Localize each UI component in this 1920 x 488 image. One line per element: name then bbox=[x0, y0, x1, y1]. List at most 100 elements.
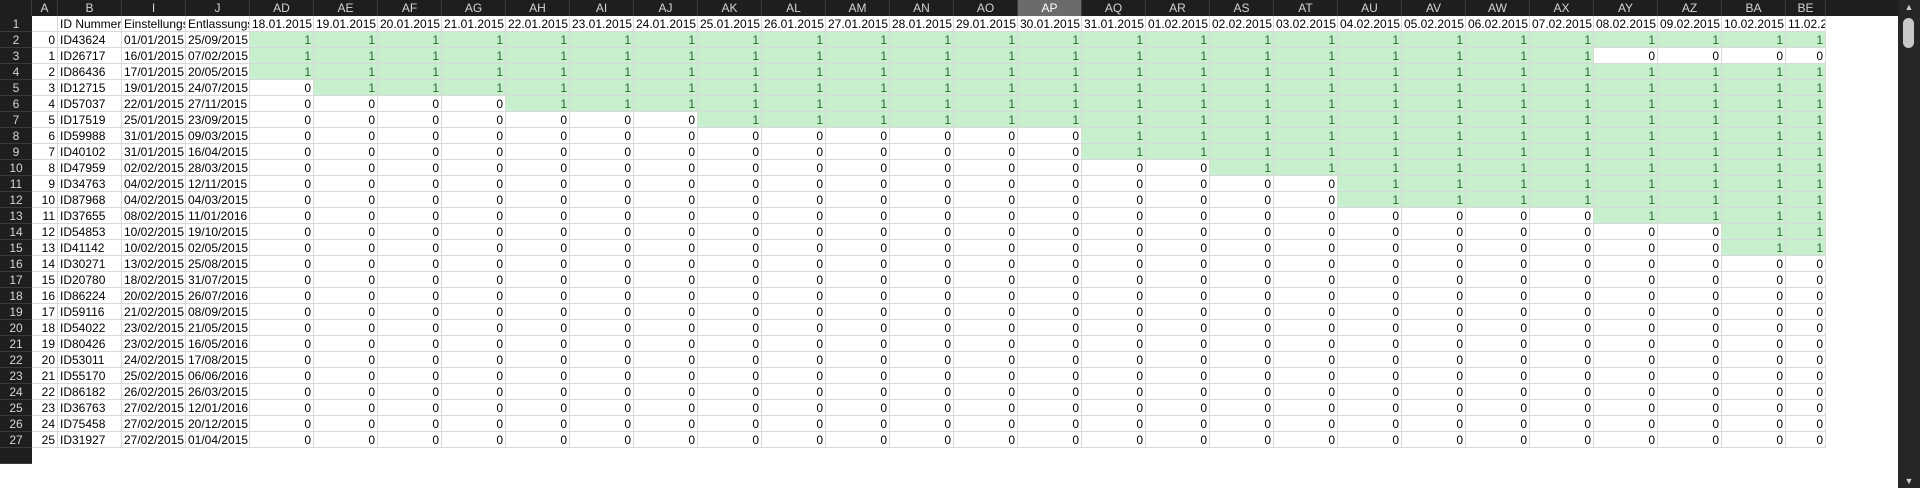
value-cell[interactable]: 1 bbox=[1530, 176, 1594, 192]
value-cell[interactable]: 0 bbox=[1786, 256, 1826, 272]
value-cell[interactable]: 1 bbox=[1594, 64, 1658, 80]
value-cell[interactable]: 0 bbox=[698, 144, 762, 160]
header-cell-date[interactable]: 18.01.2015 bbox=[250, 16, 314, 32]
value-cell[interactable]: 0 bbox=[1274, 384, 1338, 400]
value-cell[interactable]: 0 bbox=[250, 320, 314, 336]
index-cell[interactable]: 2 bbox=[32, 64, 58, 80]
value-cell[interactable]: 0 bbox=[634, 176, 698, 192]
value-cell[interactable]: 0 bbox=[1082, 368, 1146, 384]
value-cell[interactable]: 1 bbox=[1402, 32, 1466, 48]
value-cell[interactable]: 0 bbox=[1402, 224, 1466, 240]
value-cell[interactable]: 0 bbox=[1210, 320, 1274, 336]
value-cell[interactable]: 0 bbox=[442, 400, 506, 416]
value-cell[interactable]: 0 bbox=[1338, 336, 1402, 352]
end-date-cell[interactable]: 24/07/2015 bbox=[186, 80, 250, 96]
value-cell[interactable]: 0 bbox=[378, 320, 442, 336]
row-header[interactable]: 7 bbox=[0, 112, 32, 128]
value-cell[interactable]: 0 bbox=[314, 288, 378, 304]
value-cell[interactable]: 0 bbox=[250, 160, 314, 176]
column-header-ao[interactable]: AO bbox=[954, 0, 1018, 16]
value-cell[interactable]: 0 bbox=[826, 192, 890, 208]
value-cell[interactable]: 0 bbox=[1466, 208, 1530, 224]
value-cell[interactable]: 0 bbox=[1146, 416, 1210, 432]
value-cell[interactable]: 0 bbox=[1274, 336, 1338, 352]
value-cell[interactable]: 0 bbox=[634, 432, 698, 448]
id-cell[interactable]: ID54022 bbox=[58, 320, 122, 336]
value-cell[interactable]: 1 bbox=[1658, 144, 1722, 160]
value-cell[interactable]: 0 bbox=[378, 128, 442, 144]
row-header[interactable]: 14 bbox=[0, 224, 32, 240]
value-cell[interactable]: 0 bbox=[378, 368, 442, 384]
value-cell[interactable]: 0 bbox=[314, 416, 378, 432]
value-cell[interactable]: 0 bbox=[442, 96, 506, 112]
start-date-cell[interactable]: 13/02/2015 bbox=[122, 256, 186, 272]
value-cell[interactable]: 0 bbox=[762, 224, 826, 240]
value-cell[interactable]: 0 bbox=[698, 432, 762, 448]
row-header[interactable]: 17 bbox=[0, 272, 32, 288]
value-cell[interactable]: 0 bbox=[1082, 336, 1146, 352]
index-cell[interactable]: 1 bbox=[32, 48, 58, 64]
header-cell-date[interactable]: 01.02.2015 bbox=[1146, 16, 1210, 32]
value-cell[interactable]: 0 bbox=[506, 400, 570, 416]
value-cell[interactable]: 0 bbox=[250, 432, 314, 448]
value-cell[interactable]: 1 bbox=[1338, 48, 1402, 64]
header-cell-date[interactable]: 22.01.2015 bbox=[506, 16, 570, 32]
value-cell[interactable]: 0 bbox=[762, 368, 826, 384]
value-cell[interactable]: 1 bbox=[1338, 144, 1402, 160]
value-cell[interactable]: 0 bbox=[698, 128, 762, 144]
value-cell[interactable]: 0 bbox=[1722, 336, 1786, 352]
value-cell[interactable]: 0 bbox=[1786, 400, 1826, 416]
value-cell[interactable]: 1 bbox=[954, 64, 1018, 80]
value-cell[interactable]: 1 bbox=[1594, 176, 1658, 192]
value-cell[interactable]: 0 bbox=[890, 144, 954, 160]
value-cell[interactable]: 0 bbox=[1018, 240, 1082, 256]
value-cell[interactable]: 1 bbox=[1274, 160, 1338, 176]
value-cell[interactable]: 1 bbox=[1210, 80, 1274, 96]
value-cell[interactable]: 1 bbox=[1530, 32, 1594, 48]
value-cell[interactable]: 0 bbox=[1210, 272, 1274, 288]
value-cell[interactable]: 1 bbox=[762, 48, 826, 64]
value-cell[interactable]: 1 bbox=[1722, 240, 1786, 256]
start-date-cell[interactable]: 02/02/2015 bbox=[122, 160, 186, 176]
value-cell[interactable]: 0 bbox=[1786, 48, 1826, 64]
value-cell[interactable]: 0 bbox=[954, 176, 1018, 192]
value-cell[interactable]: 1 bbox=[1146, 144, 1210, 160]
value-cell[interactable]: 1 bbox=[1082, 64, 1146, 80]
start-date-cell[interactable]: 27/02/2015 bbox=[122, 400, 186, 416]
value-cell[interactable]: 0 bbox=[1146, 240, 1210, 256]
value-cell[interactable]: 0 bbox=[1210, 384, 1274, 400]
value-cell[interactable]: 1 bbox=[1338, 64, 1402, 80]
value-cell[interactable]: 0 bbox=[1274, 272, 1338, 288]
value-cell[interactable]: 0 bbox=[442, 240, 506, 256]
value-cell[interactable]: 0 bbox=[698, 400, 762, 416]
value-cell[interactable]: 0 bbox=[1786, 288, 1826, 304]
value-cell[interactable]: 0 bbox=[570, 416, 634, 432]
value-cell[interactable]: 0 bbox=[1338, 272, 1402, 288]
column-header-ap[interactable]: AP bbox=[1018, 0, 1082, 16]
end-date-cell[interactable]: 01/04/2015 bbox=[186, 432, 250, 448]
value-cell[interactable]: 1 bbox=[1466, 48, 1530, 64]
value-cell[interactable]: 0 bbox=[378, 400, 442, 416]
value-cell[interactable]: 0 bbox=[570, 400, 634, 416]
header-cell-id[interactable]: ID Nummer bbox=[58, 16, 122, 32]
start-date-cell[interactable]: 08/02/2015 bbox=[122, 208, 186, 224]
value-cell[interactable]: 1 bbox=[1146, 80, 1210, 96]
value-cell[interactable]: 0 bbox=[1402, 416, 1466, 432]
value-cell[interactable]: 0 bbox=[442, 112, 506, 128]
column-header-al[interactable]: AL bbox=[762, 0, 826, 16]
column-header-be[interactable]: BE bbox=[1786, 0, 1826, 16]
id-cell[interactable]: ID53011 bbox=[58, 352, 122, 368]
value-cell[interactable]: 0 bbox=[506, 160, 570, 176]
index-cell[interactable]: 12 bbox=[32, 224, 58, 240]
value-cell[interactable]: 0 bbox=[634, 304, 698, 320]
value-cell[interactable]: 0 bbox=[890, 288, 954, 304]
value-cell[interactable]: 1 bbox=[1722, 224, 1786, 240]
row-header[interactable]: 26 bbox=[0, 416, 32, 432]
value-cell[interactable]: 1 bbox=[1466, 64, 1530, 80]
value-cell[interactable]: 0 bbox=[890, 336, 954, 352]
value-cell[interactable]: 0 bbox=[1082, 304, 1146, 320]
value-cell[interactable]: 0 bbox=[1722, 304, 1786, 320]
value-cell[interactable]: 1 bbox=[1722, 80, 1786, 96]
value-cell[interactable]: 1 bbox=[1402, 176, 1466, 192]
value-cell[interactable]: 0 bbox=[890, 432, 954, 448]
